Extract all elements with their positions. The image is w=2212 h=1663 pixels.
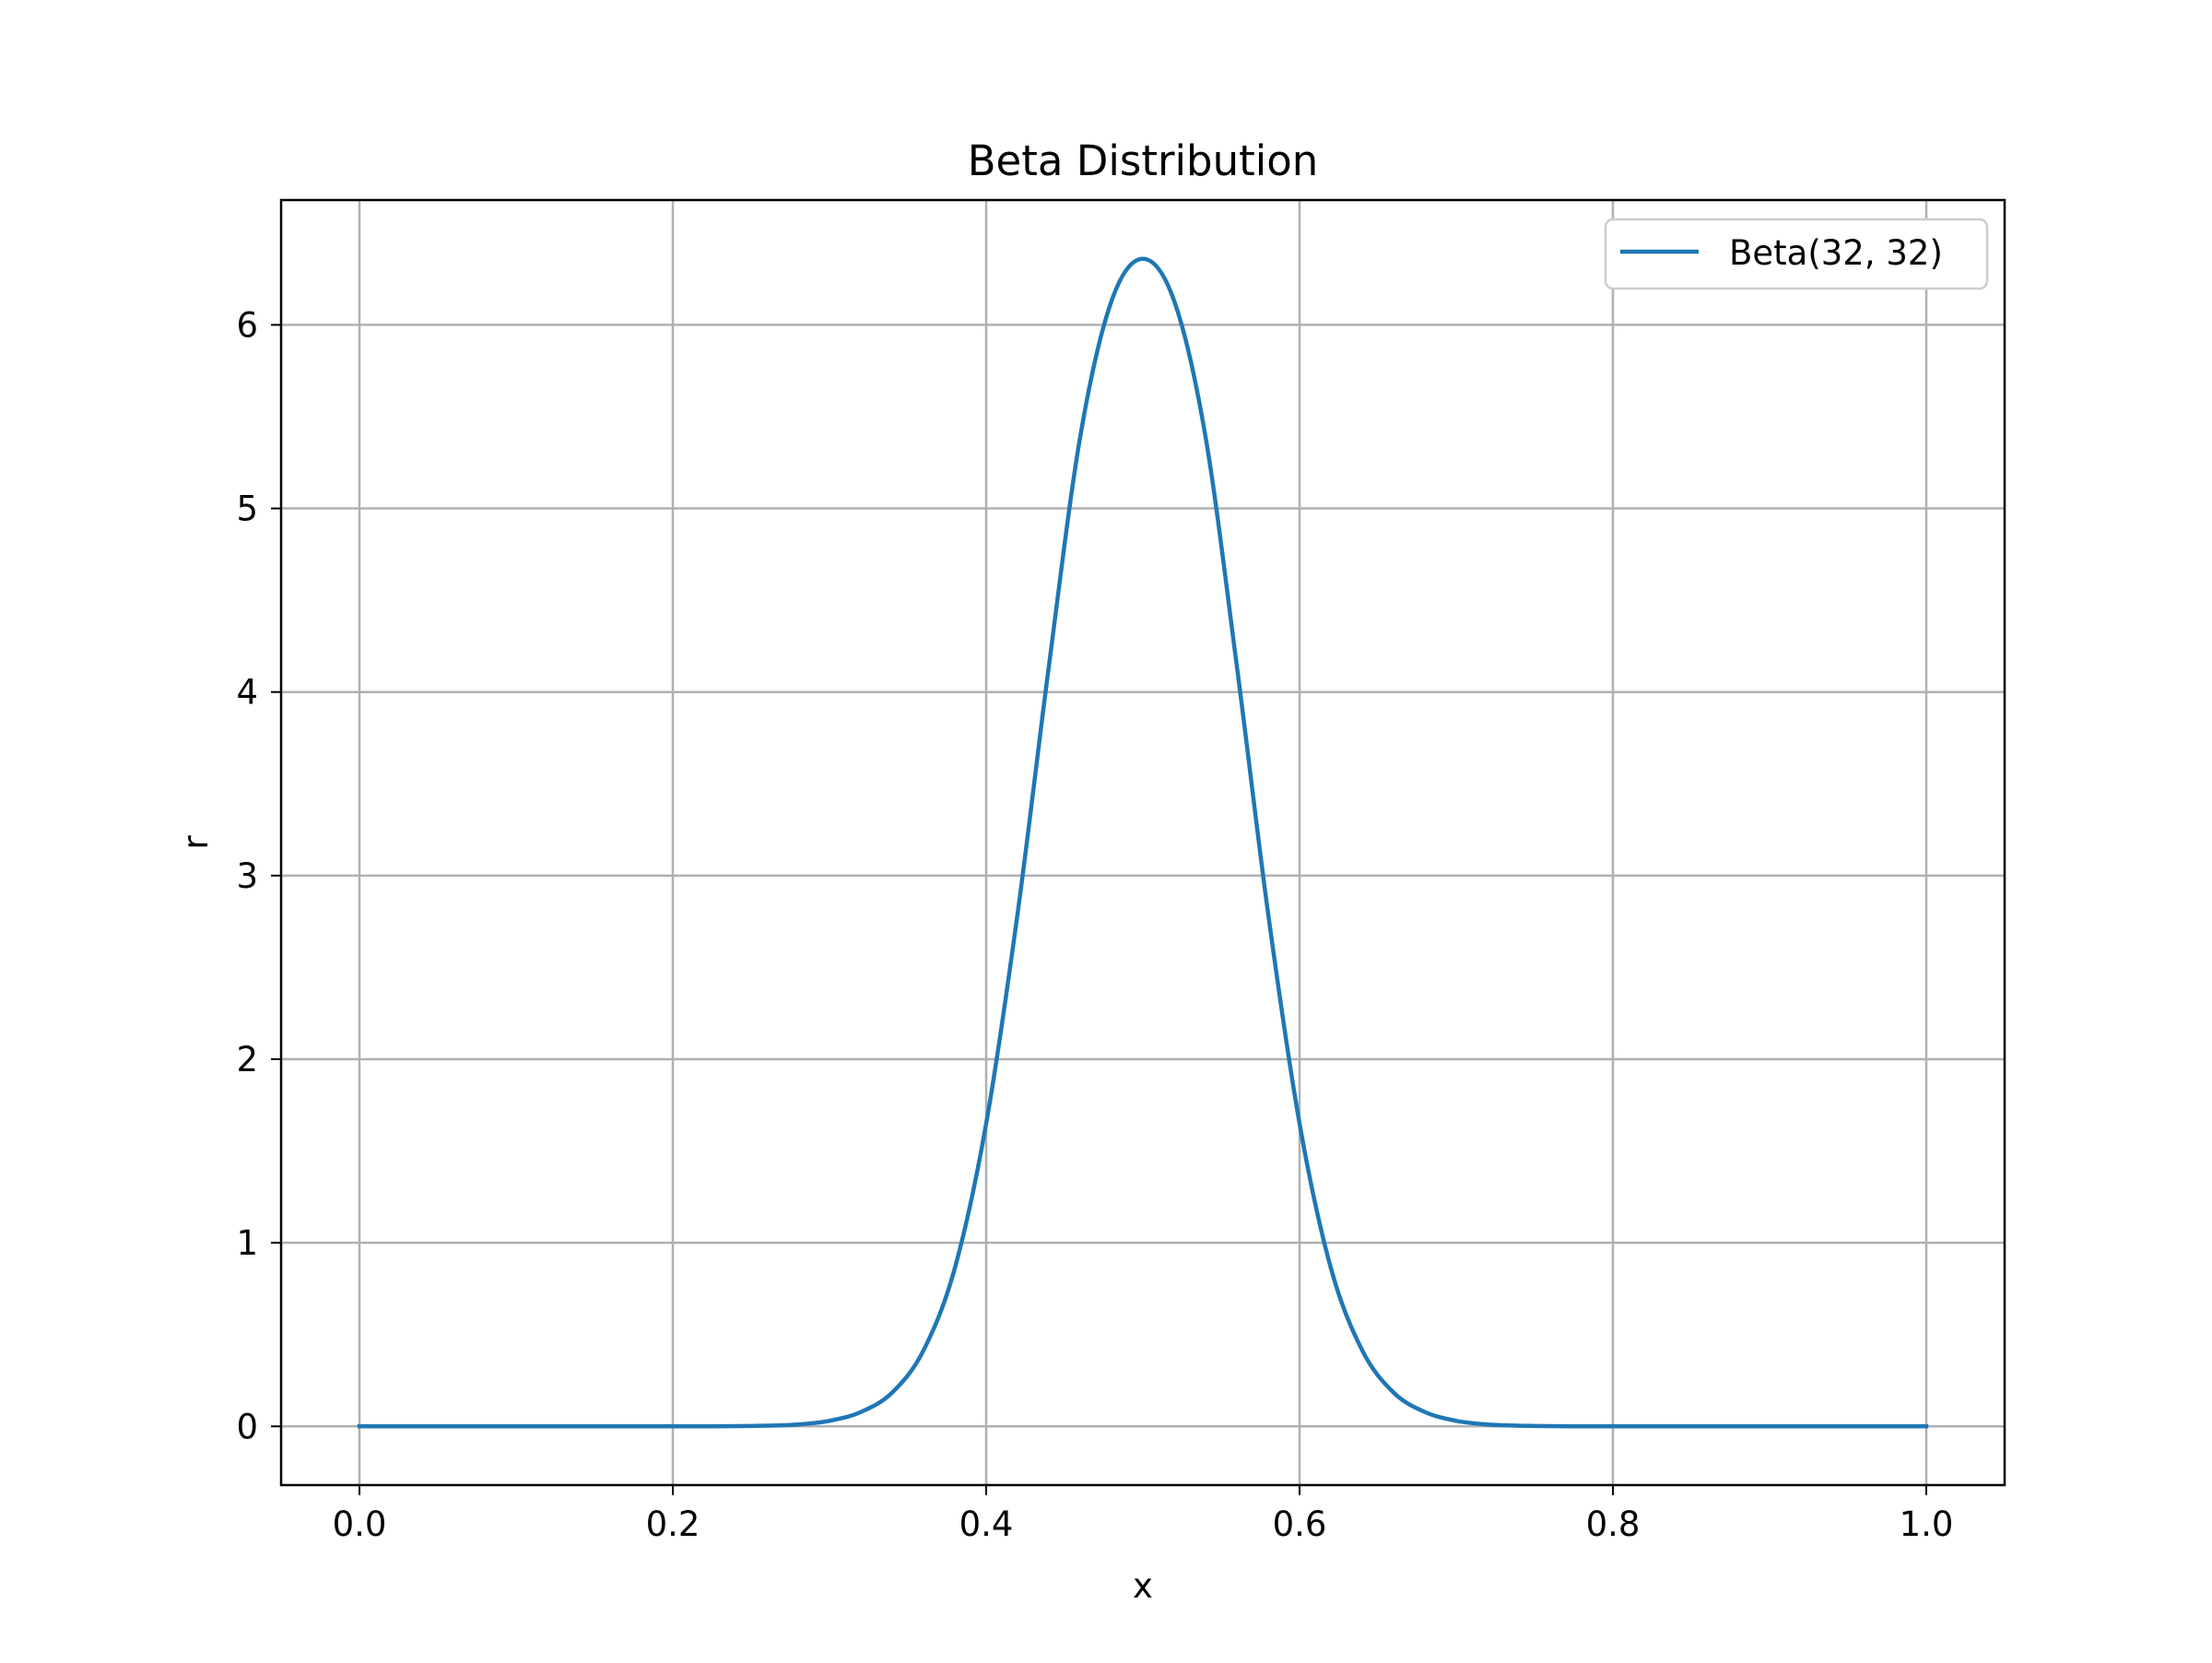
x-tick-label: 1.0: [1900, 1504, 1954, 1544]
y-axis-label: r: [176, 835, 216, 850]
series-line: [357, 256, 1929, 1429]
grid-layer: [281, 200, 2005, 1485]
y-tick-label: 6: [236, 305, 258, 345]
y-tick-label: 0: [236, 1407, 258, 1446]
x-tick-label: 0.4: [959, 1504, 1014, 1544]
legend-label: Beta(32, 32): [1729, 233, 1943, 273]
x-axis-label: x: [1133, 1566, 1153, 1606]
axes-frame: [279, 198, 2006, 1487]
x-tick-label: 0.0: [333, 1504, 387, 1544]
x-tick-label: 0.6: [1273, 1504, 1327, 1544]
legend-frame: [1604, 218, 1989, 290]
y-tick-label: 1: [236, 1223, 258, 1263]
y-tick-label: 2: [236, 1040, 258, 1079]
tick-layer: 0.0 0.2 0.4 0.6 0.8 1.0 0 1 2 3 4 5 6: [236, 305, 1953, 1544]
y-tick-label: 3: [236, 856, 258, 896]
y-tick-label: 5: [236, 489, 258, 529]
y-tick-label: 4: [236, 673, 258, 713]
x-tick-label: 0.8: [1586, 1504, 1641, 1544]
series-layer: [357, 256, 1929, 1429]
chart-title: Beta Distribution: [968, 136, 1319, 185]
x-tick-label: 0.2: [646, 1504, 700, 1544]
legend: Beta(32, 32): [1604, 218, 1989, 290]
